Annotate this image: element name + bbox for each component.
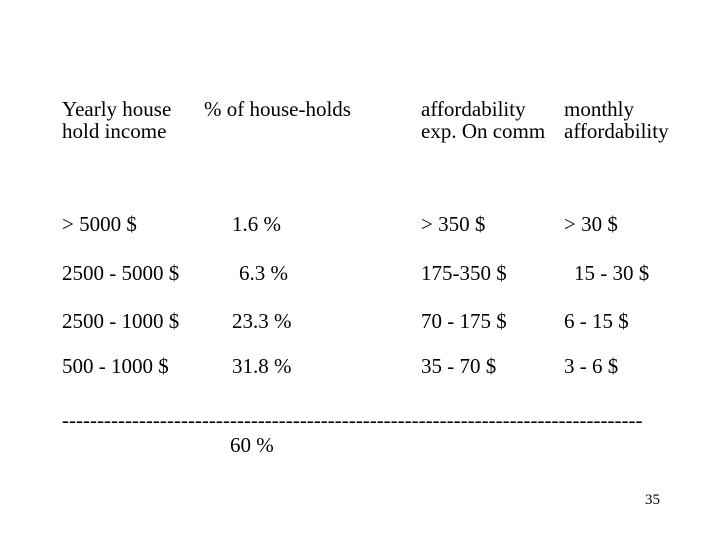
table-cell-income: > 5000 $	[62, 212, 137, 236]
table-cell-afford-exp: 35 - 70 $	[421, 354, 497, 378]
table-cell-afford-exp: 70 - 175 $	[421, 309, 507, 333]
table-cell-monthly: > 30 $	[564, 212, 618, 236]
table-cell-afford-exp: 175-350 $	[421, 261, 507, 285]
table-cell-pct: 23.3 %	[232, 309, 292, 333]
column-header-affordability-exp: affordability exp. On comm	[421, 97, 546, 143]
table-cell-income: 500 - 1000 $	[62, 354, 169, 378]
table-cell-afford-exp: > 350 $	[421, 212, 486, 236]
table-cell-monthly: 3 - 6 $	[564, 354, 619, 378]
table-cell-income: 2500 - 1000 $	[62, 309, 180, 333]
total-percent: 60 %	[230, 433, 274, 457]
table-cell-pct: 31.8 %	[232, 354, 292, 378]
table-cell-pct: 1.6 %	[232, 212, 281, 236]
column-header-households-pct: % of house-holds	[204, 97, 351, 121]
dashed-separator-line: ----------------------------------------…	[62, 410, 642, 430]
page-number: 35	[645, 492, 660, 508]
table-cell-monthly: 6 - 15 $	[564, 309, 629, 333]
table-cell-income: 2500 - 5000 $	[62, 261, 180, 285]
column-header-monthly-affordability: monthly affordability	[564, 97, 669, 143]
table-cell-pct: 6.3 %	[239, 261, 288, 285]
table-cell-monthly: 15 - 30 $	[574, 261, 650, 285]
column-header-yearly-income: Yearly house hold income	[62, 97, 172, 143]
